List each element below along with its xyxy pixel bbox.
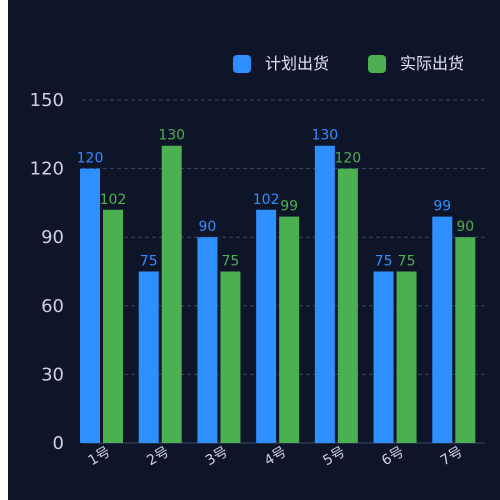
- legend: 计划出货 实际出货: [233, 54, 464, 73]
- legend-swatch: [368, 55, 386, 73]
- y-tick-label: 90: [41, 227, 64, 248]
- bar-planned: [314, 145, 335, 443]
- x-tick-label: 2号: [144, 444, 172, 469]
- data-label: 99: [433, 199, 451, 215]
- x-tick-label: 5号: [320, 444, 348, 469]
- bar-actual: [279, 216, 300, 443]
- x-tick-label: 4号: [262, 444, 290, 469]
- bar-actual: [103, 209, 123, 443]
- bar-planned: [256, 209, 277, 443]
- data-label: 75: [375, 254, 393, 270]
- x-axis-ticks: 1号 2号 3号 4号 5号 6号 7号: [86, 444, 466, 469]
- bar-planned: [432, 216, 453, 443]
- data-label: 102: [253, 192, 280, 208]
- legend-label: 计划出货: [265, 54, 329, 73]
- x-tick-label: 7号: [438, 444, 466, 469]
- data-label: 75: [140, 254, 158, 270]
- bar-planned: [80, 168, 100, 443]
- bar-actual: [161, 145, 182, 443]
- bar-planned: [373, 271, 394, 443]
- data-label: 130: [311, 128, 338, 144]
- data-label: 90: [199, 219, 217, 235]
- bars: [80, 145, 476, 443]
- bar-actual: [396, 271, 417, 443]
- data-label: 130: [158, 128, 185, 144]
- x-tick-label: 3号: [203, 444, 231, 469]
- data-label: 99: [280, 199, 298, 215]
- y-axis-ticks: 0 30 60 90 120 150: [30, 90, 64, 454]
- x-tick-label: 6号: [379, 444, 407, 469]
- x-tick-label: 1号: [86, 444, 114, 469]
- data-label: 75: [398, 254, 416, 270]
- bar-actual: [455, 237, 476, 443]
- data-label: 120: [77, 151, 104, 167]
- y-tick-label: 120: [30, 159, 64, 180]
- bar-planned: [138, 271, 159, 443]
- legend-swatch: [233, 55, 251, 73]
- data-label: 120: [334, 151, 361, 167]
- chart-panel: 0 30 60 90 120 150 120 102 75 130 90 75 102 99 130 120…: [8, 0, 500, 500]
- data-label: 102: [100, 192, 127, 208]
- y-tick-label: 60: [41, 296, 64, 317]
- data-label: 75: [222, 254, 240, 270]
- legend-label: 实际出货: [400, 54, 464, 73]
- y-tick-label: 150: [30, 90, 64, 111]
- bar-actual: [220, 271, 241, 443]
- bar-actual: [337, 168, 358, 443]
- bar-planned: [197, 237, 218, 443]
- data-label: 90: [456, 219, 474, 235]
- y-tick-label: 0: [53, 433, 64, 454]
- y-tick-label: 30: [41, 364, 64, 385]
